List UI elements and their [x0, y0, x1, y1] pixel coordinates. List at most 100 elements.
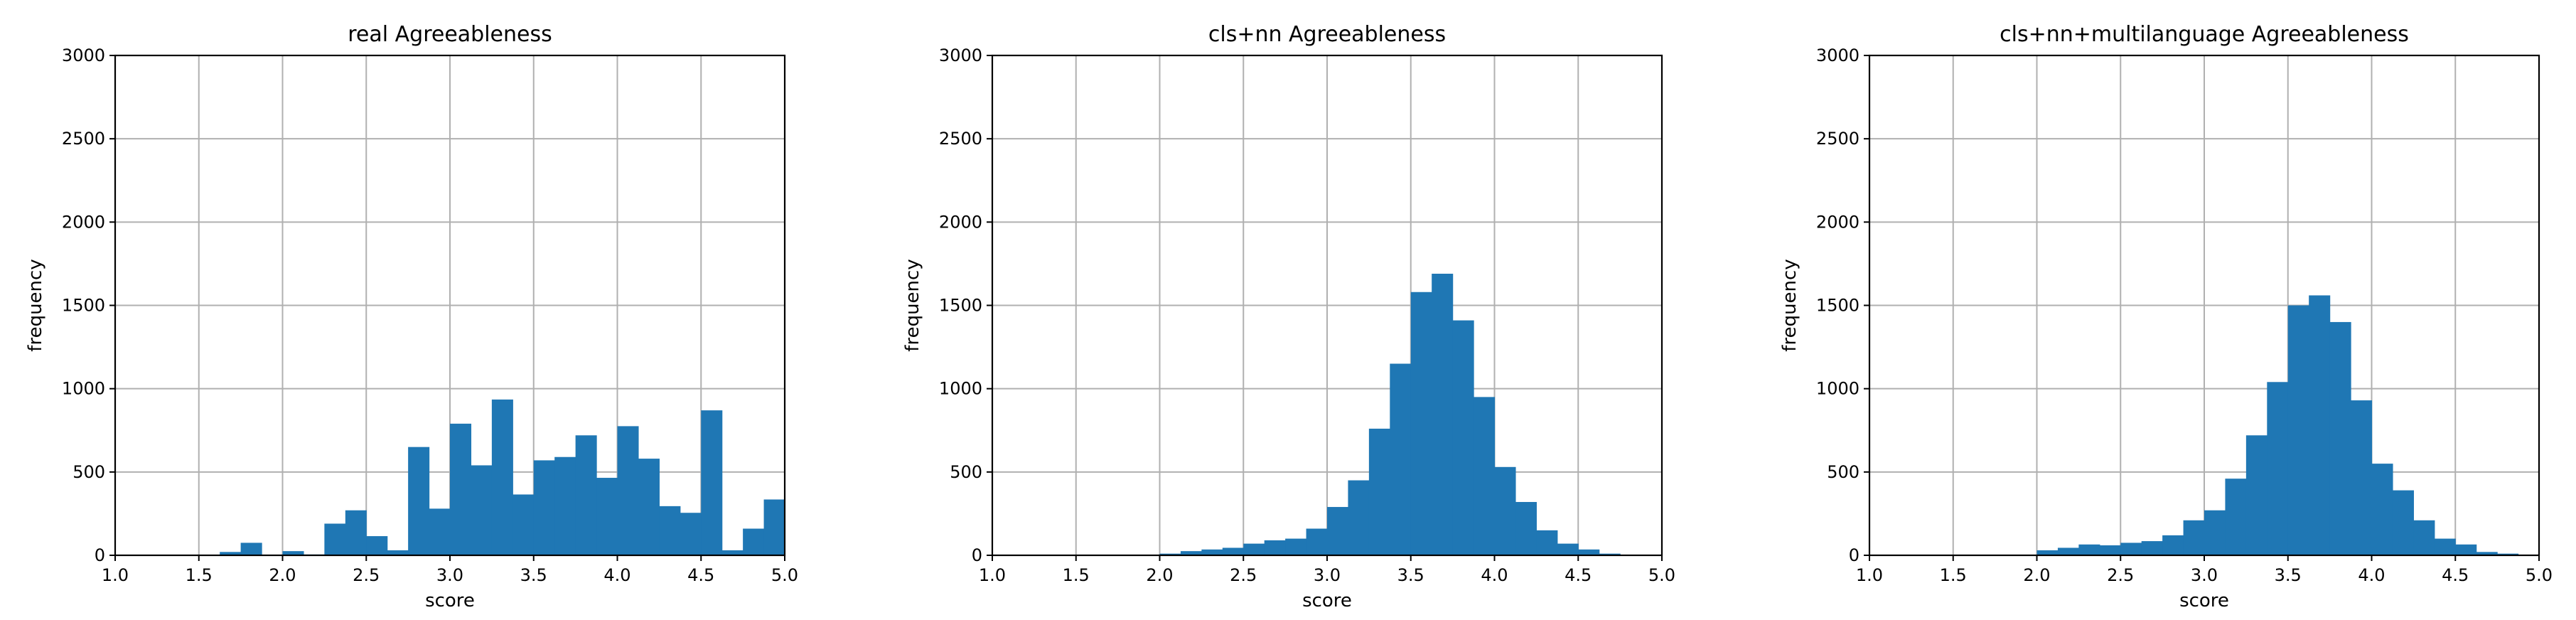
histogram-bar — [1201, 549, 1223, 555]
y-tick-label: 2000 — [62, 212, 105, 232]
histogram-bar — [2287, 305, 2309, 555]
histogram-bar — [2120, 542, 2142, 555]
histogram-bar — [659, 506, 681, 555]
x-tick-label: 4.0 — [2358, 565, 2385, 585]
histogram-bar — [282, 551, 304, 555]
histogram-bar — [1494, 466, 1516, 555]
histogram-bar — [763, 499, 785, 555]
histogram-bar — [2245, 435, 2268, 555]
x-tick-label: 5.0 — [771, 565, 798, 585]
x-tick-label: 1.0 — [1856, 565, 1883, 585]
y-tick-label: 2500 — [1816, 129, 1859, 149]
y-tick-label: 2500 — [939, 129, 982, 149]
histogram-bar — [721, 550, 744, 555]
x-tick-label: 2.0 — [1146, 565, 1173, 585]
histogram-bar — [596, 478, 618, 555]
histogram-bar — [2497, 553, 2519, 555]
y-tick-label: 1500 — [62, 296, 105, 316]
histogram-bar — [1368, 428, 1390, 555]
histogram-bar — [2183, 520, 2205, 555]
y-axis-label: frequency — [25, 259, 46, 351]
histogram-bar — [429, 508, 451, 555]
histogram-bar — [2434, 538, 2456, 555]
histogram-bar — [366, 536, 388, 555]
histogram-bar — [1410, 292, 1432, 555]
y-tick-label: 500 — [950, 462, 982, 482]
histogram-bar — [2099, 545, 2121, 555]
histogram-bar — [491, 399, 513, 555]
x-axis-label: score — [1302, 590, 1352, 611]
x-tick-label: 1.0 — [979, 565, 1006, 585]
x-tick-label: 2.5 — [353, 565, 380, 585]
histogram-bar — [638, 459, 660, 555]
histogram-bar — [701, 410, 723, 555]
histogram-bar — [1222, 547, 1244, 555]
histogram-bar — [2309, 295, 2331, 555]
chart-title: cls+nn Agreeableness — [1208, 22, 1446, 47]
x-tick-label: 4.0 — [1481, 565, 1508, 585]
chart-3: 1.0 1.5 2.0 2.5 3.0 3.5 4.0 4.5 5.0 0 500 1000 1500 2… — [1779, 22, 2553, 611]
histogram-bar — [387, 550, 409, 555]
chart-title: real Agreeableness — [348, 22, 552, 47]
histogram-bar — [1557, 543, 1579, 555]
y-tick-label: 1500 — [939, 296, 982, 316]
y-axis-label: frequency — [902, 259, 923, 351]
histogram-bar — [2267, 382, 2289, 555]
x-tick-label: 4.5 — [2442, 565, 2469, 585]
histogram-bar — [220, 552, 242, 555]
y-tick-label: 1000 — [1816, 379, 1859, 399]
x-axis-label: score — [2179, 590, 2229, 611]
x-axis-label: score — [425, 590, 475, 611]
x-tick-label: 3.0 — [436, 565, 463, 585]
histogram-bar — [533, 460, 555, 555]
y-tick-label: 2500 — [62, 129, 105, 149]
x-tick-label: 1.0 — [102, 565, 129, 585]
histogram-bar — [1159, 553, 1181, 555]
y-tick-label: 1000 — [62, 379, 105, 399]
histogram-bar — [408, 447, 430, 555]
histogram-bar — [450, 423, 472, 555]
x-tick-label: 5.0 — [1648, 565, 1675, 585]
y-tick-label: 1500 — [1816, 296, 1859, 316]
histogram-bar — [1599, 553, 1621, 555]
x-tick-label: 2.0 — [2023, 565, 2050, 585]
histogram-bar — [1452, 320, 1474, 555]
histogram-bar — [345, 510, 367, 555]
x-tick-label: 4.0 — [603, 565, 630, 585]
histogram-bar — [2455, 544, 2477, 555]
histogram-bar — [2329, 321, 2351, 555]
x-tick-label: 1.5 — [186, 565, 213, 585]
x-tick-label: 4.5 — [687, 565, 714, 585]
y-tick-label: 500 — [1827, 462, 1859, 482]
histogram-bar — [1348, 480, 1370, 555]
x-tick-label: 3.5 — [1397, 565, 1424, 585]
histogram-bar — [1327, 507, 1349, 555]
y-tick-label: 0 — [972, 545, 982, 565]
x-tick-label: 2.0 — [269, 565, 296, 585]
x-tick-label: 3.5 — [520, 565, 547, 585]
histogram-bar — [2476, 552, 2498, 555]
x-tick-label: 2.5 — [1230, 565, 1257, 585]
y-tick-label: 2000 — [1816, 212, 1859, 232]
y-axis-label: frequency — [1779, 259, 1800, 351]
histogram-bar — [743, 528, 765, 555]
x-tick-label: 2.5 — [2107, 565, 2134, 585]
chart-2: 1.0 1.5 2.0 2.5 3.0 3.5 4.0 4.5 5.0 0 500 1000 1500 2… — [902, 22, 1675, 611]
histogram-bar — [1264, 540, 1286, 555]
y-tick-label: 1000 — [939, 379, 982, 399]
histogram-bar — [512, 494, 535, 555]
x-tick-label: 3.5 — [2275, 565, 2302, 585]
x-tick-label: 5.0 — [2526, 565, 2553, 585]
histogram-bar — [2141, 541, 2163, 555]
histogram-bar — [1515, 502, 1537, 555]
y-tick-label: 3000 — [939, 46, 982, 65]
y-tick-label: 0 — [1849, 545, 1859, 565]
y-tick-label: 500 — [73, 462, 105, 482]
chart-1: 1.0 1.5 2.0 2.5 3.0 3.5 4.0 4.5 5.0 0 500 1000 1500 2… — [25, 22, 798, 611]
histogram-bar — [324, 523, 346, 555]
y-tick-label: 3000 — [1816, 46, 1859, 65]
histogram-bar — [240, 542, 262, 555]
histogram-bar — [1285, 538, 1307, 555]
x-tick-label: 3.0 — [2191, 565, 2218, 585]
